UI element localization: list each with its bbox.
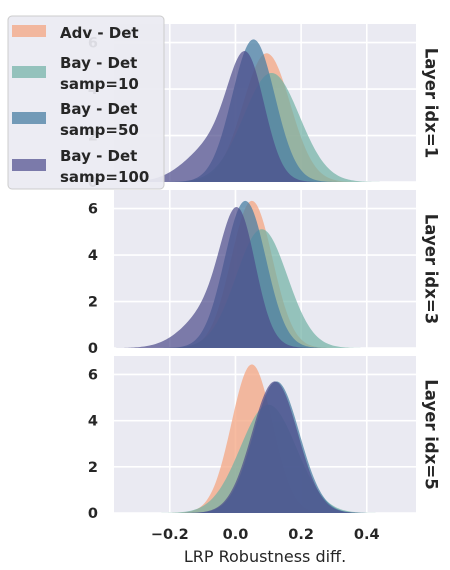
y-tick-label: 4	[88, 414, 98, 430]
legend-swatch	[12, 159, 46, 171]
legend-label: Bay - Det samp=100	[60, 147, 149, 186]
facet-label: Layer idx=1	[422, 48, 441, 158]
legend-label: Adv - Det	[60, 24, 139, 42]
y-tick-label: 2	[88, 460, 98, 476]
x-tick-label: 0.4	[354, 527, 380, 543]
density-areas	[114, 364, 416, 513]
facet-panel: 0 2 4 6 Layer idx=5	[88, 356, 441, 522]
facet-label: Layer idx=5	[422, 379, 441, 489]
y-tick-label: 6	[88, 367, 98, 383]
density-area	[114, 200, 416, 348]
legend-entry: Bay - Det samp=100	[12, 147, 149, 186]
legend-swatch	[12, 112, 46, 124]
y-tick-label: 0	[88, 506, 98, 522]
legend-label: Bay - Det samp=10	[60, 54, 139, 93]
legend: Adv - Det Bay - Det samp=10 Bay - Det samp=5…	[7, 15, 165, 190]
x-tick-label: 0.2	[288, 527, 314, 543]
density-area	[114, 207, 416, 348]
density-area	[114, 51, 416, 182]
density-area	[114, 381, 416, 513]
facet-label: Layer idx=3	[422, 214, 441, 324]
facet-panel: 0 2 4 6 Layer idx=3	[88, 190, 441, 357]
density-areas	[114, 200, 416, 348]
legend-frame	[7, 15, 165, 190]
legend-label: Bay - Det samp=50	[60, 100, 139, 139]
legend-entry: Bay - Det samp=10	[12, 54, 139, 93]
x-axis: −0.2 0.0 0.2 0.4	[151, 527, 380, 543]
y-tick-label: 6	[88, 202, 98, 218]
x-tick-label: −0.2	[151, 527, 189, 543]
y-tick-label: 2	[88, 295, 98, 311]
y-tick-label: 4	[88, 248, 98, 264]
x-tick-label: 0.0	[223, 527, 249, 543]
legend-entry: Adv - Det	[12, 24, 139, 42]
legend-swatch	[12, 66, 46, 78]
y-tick-label: 0	[88, 341, 98, 357]
density-areas	[114, 39, 416, 182]
legend-entry: Bay - Det samp=50	[12, 100, 139, 139]
legend-swatch	[12, 25, 46, 37]
x-axis-label: LRP Robustness diff.	[184, 547, 346, 566]
